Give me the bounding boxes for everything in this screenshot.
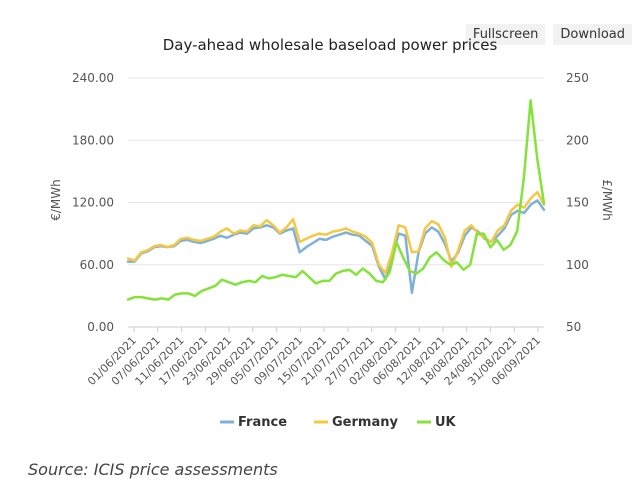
y-axis-right-label: £/MWh — [600, 179, 614, 221]
y-axis-left-label: €/MWh — [49, 179, 63, 221]
gridlines — [128, 77, 544, 328]
y-tick-label-right: 100 — [566, 258, 589, 272]
y-axis-right-ticks: 50 100 150 200 250 — [566, 71, 589, 334]
legend-label-germany: Germany — [332, 415, 398, 430]
y-tick-label-right: 250 — [566, 71, 589, 85]
y-tick-label-left: 240.00 — [72, 71, 114, 85]
source-note: Source: ICIS price assessments — [28, 460, 278, 479]
y-tick-label-right: 150 — [566, 196, 589, 210]
series-line-germany — [126, 190, 546, 275]
series-lines — [126, 99, 546, 301]
y-tick-label-left: 0.00 — [87, 320, 114, 334]
x-axis-ticks: 01/06/202107/06/202111/06/202117/06/2021… — [85, 327, 543, 388]
y-tick-label-right: 200 — [566, 133, 589, 147]
legend-label-france: France — [238, 415, 287, 430]
legend-label-uk: UK — [435, 415, 457, 430]
y-tick-label-right: 50 — [566, 320, 581, 334]
y-tick-label-left: 120.00 — [72, 196, 114, 210]
series-line-uk — [126, 99, 546, 301]
y-tick-label-left: 180.00 — [72, 133, 114, 147]
y-tick-label-left: 60.00 — [80, 258, 114, 272]
series-line-france — [126, 199, 546, 295]
chart-toolbar: Fullscreen Download — [465, 24, 632, 45]
chart-title: Day-ahead wholesale baseload power price… — [163, 36, 498, 54]
download-button[interactable]: Download — [553, 24, 632, 45]
y-axis-left-ticks: 0.00 60.00 120.00 180.00 240.00 — [72, 71, 114, 334]
fullscreen-button[interactable]: Fullscreen — [465, 24, 546, 45]
legend: France Germany UK — [220, 415, 457, 430]
